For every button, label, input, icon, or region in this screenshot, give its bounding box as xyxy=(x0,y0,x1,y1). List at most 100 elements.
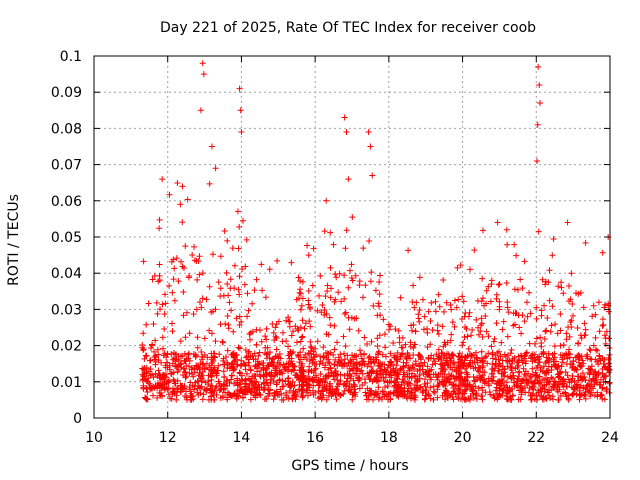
data-point xyxy=(473,395,480,402)
data-point xyxy=(511,383,518,390)
data-point xyxy=(304,392,311,399)
data-point xyxy=(207,366,214,373)
data-point xyxy=(540,363,547,370)
data-point xyxy=(302,376,309,383)
data-point xyxy=(415,311,422,318)
data-point xyxy=(256,371,263,378)
data-point xyxy=(180,265,187,272)
data-point xyxy=(521,318,528,325)
data-point xyxy=(223,377,230,384)
data-point xyxy=(276,359,283,366)
data-point xyxy=(225,321,232,328)
data-point xyxy=(599,249,606,256)
data-point xyxy=(515,362,522,369)
data-point xyxy=(286,318,293,325)
data-point xyxy=(451,387,458,394)
data-point xyxy=(366,238,373,245)
data-point xyxy=(451,375,458,382)
data-point xyxy=(261,384,268,391)
data-point xyxy=(216,351,223,358)
data-point xyxy=(366,353,373,360)
data-point xyxy=(485,283,492,290)
data-point xyxy=(603,328,610,335)
data-point xyxy=(224,237,231,244)
data-point xyxy=(577,392,584,399)
data-point xyxy=(337,351,344,358)
data-point xyxy=(242,263,249,270)
data-point xyxy=(150,320,157,327)
data-point xyxy=(222,381,229,388)
data-point xyxy=(535,389,542,396)
data-point xyxy=(528,352,535,359)
data-point xyxy=(435,331,442,338)
data-point xyxy=(570,390,577,397)
data-point xyxy=(557,369,564,376)
data-point xyxy=(499,386,506,393)
data-point xyxy=(552,321,559,328)
data-point xyxy=(239,265,246,272)
data-point xyxy=(463,369,470,376)
data-point xyxy=(479,334,486,341)
data-point xyxy=(261,350,268,357)
data-point xyxy=(560,376,567,383)
data-point xyxy=(475,364,482,371)
data-point xyxy=(379,361,386,368)
data-point xyxy=(346,326,353,333)
data-point xyxy=(479,275,486,282)
data-point xyxy=(145,375,152,382)
data-point xyxy=(319,359,326,366)
data-point xyxy=(327,294,334,301)
data-point xyxy=(459,342,466,349)
data-point xyxy=(581,320,588,327)
x-tick-label: 12 xyxy=(159,430,177,446)
data-point xyxy=(544,314,551,321)
data-point xyxy=(563,393,570,400)
data-point xyxy=(599,384,606,391)
data-point xyxy=(149,341,156,348)
data-point xyxy=(395,327,402,334)
data-point xyxy=(147,385,154,392)
data-point xyxy=(489,377,496,384)
data-point xyxy=(195,257,202,264)
data-point xyxy=(576,353,583,360)
data-point xyxy=(422,376,429,383)
data-point xyxy=(317,370,324,377)
data-point xyxy=(531,395,538,402)
data-point xyxy=(374,335,381,342)
data-point xyxy=(263,336,270,343)
data-point xyxy=(153,299,160,306)
data-point xyxy=(517,396,524,403)
data-point xyxy=(577,382,584,389)
data-point xyxy=(565,298,572,305)
data-point xyxy=(463,325,470,332)
data-point xyxy=(480,227,487,234)
data-point xyxy=(227,276,234,283)
data-point xyxy=(331,298,338,305)
data-point xyxy=(467,266,474,273)
data-point xyxy=(178,258,185,265)
data-point xyxy=(242,362,249,369)
data-point xyxy=(321,379,328,386)
data-point xyxy=(245,307,252,314)
data-point xyxy=(191,257,198,264)
data-point xyxy=(234,386,241,393)
y-tick-label: 0.09 xyxy=(51,85,82,101)
data-point xyxy=(501,369,508,376)
data-point xyxy=(212,338,219,345)
data-point xyxy=(202,365,209,372)
data-point xyxy=(317,272,324,279)
data-point xyxy=(145,300,152,307)
data-point xyxy=(365,372,372,379)
data-point xyxy=(220,368,227,375)
data-point xyxy=(387,350,394,357)
data-point xyxy=(168,370,175,377)
data-point xyxy=(375,300,382,307)
data-point xyxy=(548,322,555,329)
data-point xyxy=(475,331,482,338)
data-point xyxy=(434,394,441,401)
data-point xyxy=(366,369,373,376)
data-point xyxy=(534,121,541,128)
data-point xyxy=(288,350,295,357)
data-point xyxy=(307,343,314,350)
data-point xyxy=(363,392,370,399)
